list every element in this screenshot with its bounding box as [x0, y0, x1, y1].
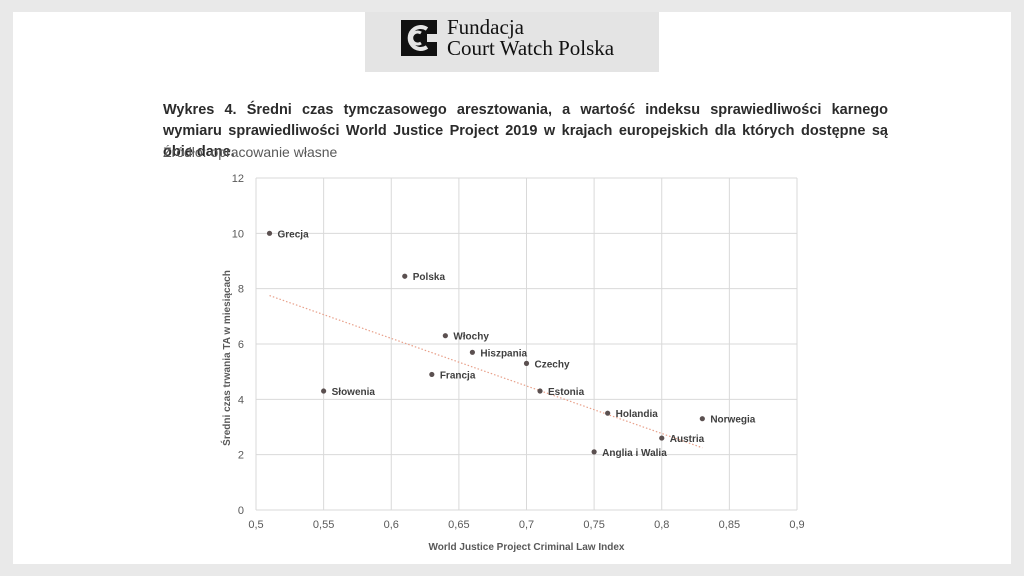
data-point-label: Austria [670, 434, 705, 445]
y-tick-label: 4 [238, 394, 244, 406]
grid-lines [255, 177, 798, 511]
data-point [321, 388, 327, 394]
y-tick-label: 2 [238, 450, 244, 462]
axis-ticks: 0,5 0,55 0,6 0,65 0,7 0,75 0,8 0,85 0,9 0 2 4 6 8 10 12 [232, 173, 805, 531]
x-tick-label: 0,5 [248, 519, 263, 531]
figure-source: Źródło: opracowanie własne [163, 144, 338, 160]
data-point-label: Grecja [278, 229, 310, 240]
y-tick-label: 10 [232, 228, 244, 240]
data-point [537, 388, 543, 394]
data-point-label: Hiszpania [480, 348, 527, 359]
data-point [469, 349, 475, 355]
data-point-label: Włochy [453, 332, 489, 343]
x-tick-label: 0,55 [313, 519, 334, 531]
trendline-layer [269, 295, 703, 449]
y-axis-title: Średni czas trwania TA w miesiącach [220, 270, 233, 446]
data-point [659, 435, 665, 441]
logo-line1: Fundacja [447, 15, 524, 39]
data-point [699, 416, 705, 422]
data-point [402, 273, 408, 279]
court-watch-logo-icon [401, 20, 437, 56]
data-point-label: Anglia i Walia [602, 448, 667, 459]
trendline [269, 295, 703, 449]
data-point-label: Holandia [616, 409, 659, 420]
data-point-label: Norwegia [710, 415, 755, 426]
data-point [605, 410, 611, 416]
x-tick-label: 0,8 [654, 519, 669, 531]
logo-text: Fundacja Court Watch Polska [447, 17, 614, 59]
data-point [429, 371, 435, 378]
logo: Fundacja Court Watch Polska [365, 12, 659, 72]
data-point-label: Polska [413, 272, 446, 283]
y-tick-label: 8 [238, 284, 244, 296]
y-tick-label: 6 [238, 339, 244, 351]
y-tick-label: 12 [232, 173, 244, 185]
data-point [591, 449, 597, 455]
logo-line2: Court Watch Polska [447, 36, 615, 60]
data-point [442, 333, 448, 339]
x-tick-label: 0,65 [448, 519, 469, 531]
x-tick-label: 0,75 [583, 519, 604, 531]
x-tick-label: 0,9 [789, 519, 804, 531]
data-point-label: Czechy [535, 359, 570, 370]
x-tick-label: 0,6 [384, 519, 399, 531]
figure-caption: Wykres 4. Średni czas tymczasowego aresz… [163, 102, 888, 160]
data-points: Grecja Polska Włochy Hiszpania Czechy Francja… [266, 229, 756, 459]
slide: Fundacja Court Watch Polska Wykres 4. Śr… [13, 12, 1011, 564]
data-point-label: Estonia [548, 387, 585, 398]
data-point-label: Słowenia [332, 387, 376, 398]
data-point [523, 360, 530, 366]
x-axis-title: World Justice Project Criminal Law Index [429, 542, 625, 553]
data-point [266, 230, 273, 236]
data-point-label: Francja [440, 370, 476, 381]
y-tick-label: 0 [238, 505, 244, 517]
x-tick-label: 0,7 [519, 519, 534, 531]
x-tick-label: 0,85 [719, 519, 740, 531]
